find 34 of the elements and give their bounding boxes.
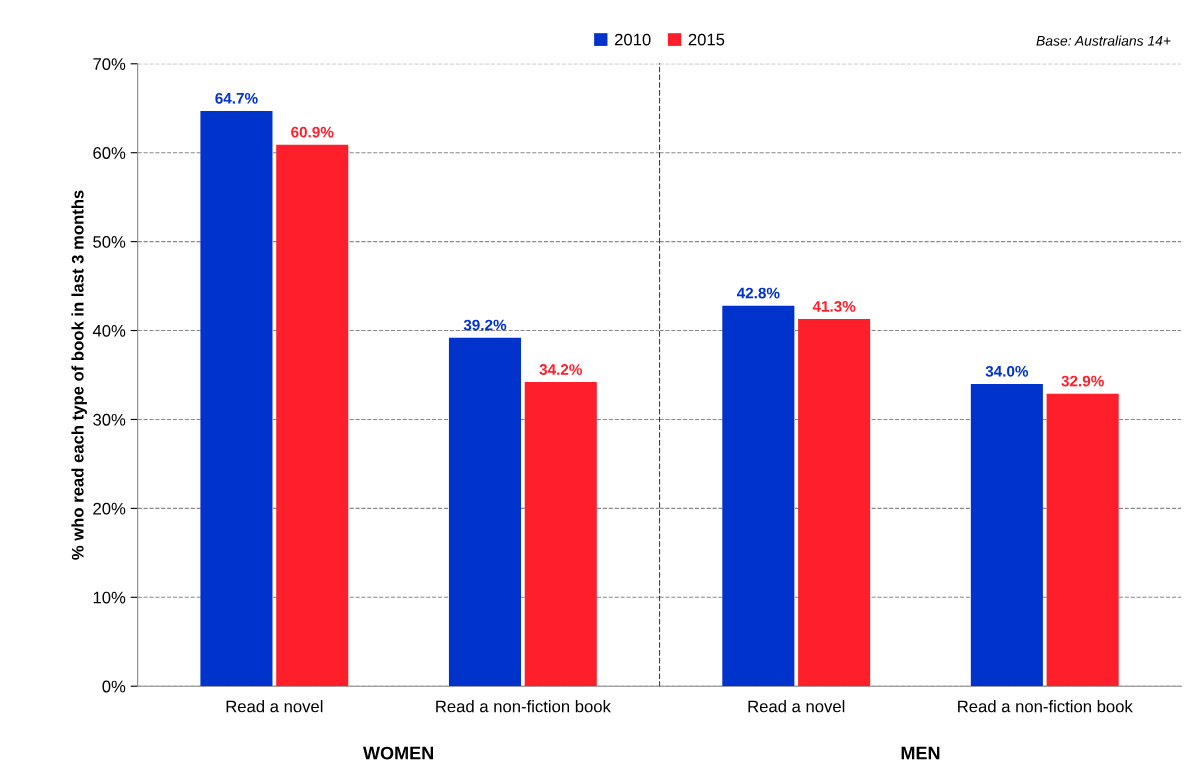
- data-label: 42.8%: [736, 287, 780, 299]
- y-tick-label: 70%: [93, 58, 126, 70]
- y-tick-label: 40%: [92, 324, 126, 337]
- data-label: 34.0%: [985, 365, 1029, 377]
- y-tick-label: 30%: [93, 413, 126, 426]
- text: Base: Australians 14+: [1036, 35, 1171, 46]
- x-axis-title: MEN: [901, 746, 940, 760]
- bar: [448, 337, 521, 687]
- data-label: 39.2%: [463, 319, 507, 331]
- x-axis-title: WOMEN: [363, 746, 433, 760]
- bar: [722, 305, 795, 687]
- bar: [524, 382, 597, 687]
- bar: [970, 383, 1043, 687]
- y-axis-title: % who read each type of book in last 3 months: [71, 190, 87, 560]
- bar: [1046, 393, 1119, 687]
- y-tick-label: 60%: [93, 147, 126, 159]
- legend-label: 2010: [614, 33, 651, 46]
- bar: [276, 144, 349, 687]
- legend-label: 2015: [688, 33, 725, 46]
- bar: [798, 318, 871, 687]
- bar: [200, 110, 273, 687]
- y-tick-label: 50%: [93, 236, 126, 248]
- data-label: 64.7%: [215, 92, 258, 104]
- data-label: 32.9%: [1061, 375, 1104, 387]
- data-label: 41.3%: [812, 300, 856, 312]
- y-tick-label: 20%: [93, 502, 126, 515]
- x-tick-label: Read a non-fiction book: [958, 700, 1133, 713]
- x-tick-label: Read a novel: [748, 700, 845, 713]
- x-tick-label: Read a novel: [226, 700, 323, 713]
- y-tick-label: 10%: [93, 591, 126, 604]
- y-tick-label: 0%: [102, 680, 126, 693]
- x-tick-label: Read a non-fiction book: [436, 700, 611, 713]
- data-label: 34.2%: [539, 364, 583, 375]
- data-label: 60.9%: [291, 126, 334, 138]
